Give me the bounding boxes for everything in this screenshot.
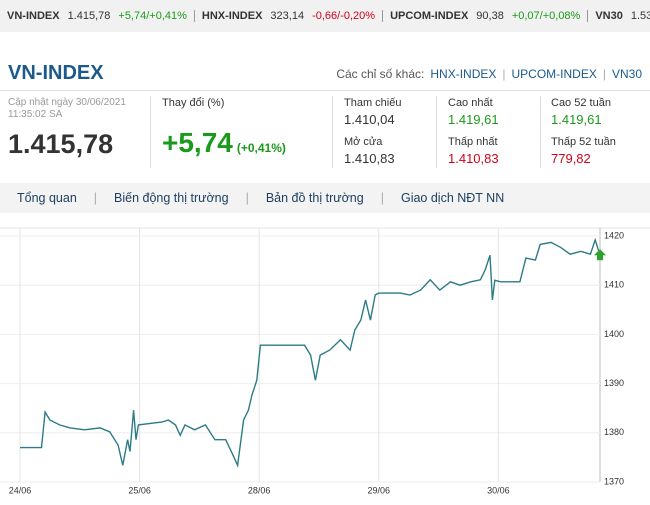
ticker-value: 1.415,78 xyxy=(67,10,111,22)
col-sep xyxy=(332,96,333,168)
x-tick-label: 30/06 xyxy=(487,485,510,495)
other-link[interactable]: UPCOM-INDEX xyxy=(511,67,597,81)
stat-label: Mở cửa xyxy=(344,136,383,148)
sep: | xyxy=(93,191,98,205)
stat-label: Cao 52 tuần xyxy=(551,97,611,109)
ticker-name: VN-INDEX xyxy=(7,10,60,22)
other-indices: Các chỉ số khác: HNX-INDEX | UPCOM-INDEX | V… xyxy=(336,67,642,81)
ticker-name: HNX-INDEX xyxy=(201,10,263,22)
y-tick-label: 1370 xyxy=(604,476,624,486)
tab[interactable]: Tổng quan xyxy=(17,191,77,205)
other-link[interactable]: VN30 xyxy=(611,67,642,81)
stat-value: 1.410,83 xyxy=(448,151,499,166)
y-tick-label: 1400 xyxy=(604,329,624,339)
sep: | xyxy=(602,67,606,81)
ticker-change: +5,74/+0,41% xyxy=(118,10,187,22)
last-arrow xyxy=(594,249,606,261)
updated: Cập nhật ngày 30/06/2021 xyxy=(8,97,126,108)
index-title: VN-INDEX xyxy=(8,62,104,84)
col-sep xyxy=(150,96,151,168)
stat-label: Thấp nhất xyxy=(448,136,498,148)
y-tick-label: 1380 xyxy=(604,427,624,437)
tab[interactable]: Biến động thị trường xyxy=(114,191,229,205)
tab[interactable]: Giao dịch NĐT NN xyxy=(400,191,505,205)
ticker-value: 90,38 xyxy=(476,10,504,22)
col-sep xyxy=(436,96,437,168)
y-tick-label: 1420 xyxy=(604,230,624,240)
y-tick-label: 1390 xyxy=(604,378,624,388)
ticker-item[interactable]: UPCOM-INDEX 90,38 +0,07/+0,08% xyxy=(383,10,589,22)
ticker-item[interactable]: VN-INDEX 1.415,78 +5,74/+0,41% xyxy=(0,10,195,22)
other-link[interactable]: HNX-INDEX xyxy=(430,67,497,81)
change: +5,74 xyxy=(162,127,233,158)
stat-value: 1.419,61 xyxy=(551,112,602,127)
sep: | xyxy=(245,191,249,205)
stat-label: Thấp 52 tuần xyxy=(551,136,616,148)
x-tick-label: 24/06 xyxy=(9,485,32,495)
stat-value: 1.419,61 xyxy=(448,112,499,127)
change-label: Thay đổi (%) xyxy=(162,97,225,109)
price-line xyxy=(20,237,601,468)
stat-value: 779,82 xyxy=(551,151,591,166)
col-sep xyxy=(540,96,541,168)
sep: | xyxy=(502,67,506,81)
updated-time: 11:35:02 SA xyxy=(8,109,63,120)
change-pct: (+0,41%) xyxy=(236,141,286,155)
ticker-name: UPCOM-INDEX xyxy=(390,10,469,22)
x-tick-label: 29/06 xyxy=(367,485,390,495)
ticker-item[interactable]: HNX-INDEX 323,14 -0,66/-0,20% xyxy=(195,10,384,22)
ticker-bar: VN-INDEX 1.415,78 +5,74/+0,41% HNX-INDEX 323… xyxy=(0,0,650,32)
sep: | xyxy=(380,191,384,205)
stat-label: Cao nhất xyxy=(448,97,493,109)
ticker-item[interactable]: VN30 1.535 xyxy=(588,10,650,22)
stat-value: 1.410,83 xyxy=(344,151,395,166)
ticker-value: 1.535 xyxy=(630,10,650,22)
change-box: +5,74 (+0,41%) xyxy=(162,127,286,159)
ticker-change: +0,07/+0,08% xyxy=(511,10,581,22)
y-tick-label: 1410 xyxy=(604,280,624,290)
other-label: Các chỉ số khác: xyxy=(336,67,425,81)
divider xyxy=(0,90,650,91)
x-tick-label: 25/06 xyxy=(128,485,151,495)
x-tick-label: 28/06 xyxy=(248,485,271,495)
stat-value: 1.410,04 xyxy=(344,112,395,127)
ticker-change: -0,66/-0,20% xyxy=(312,10,376,22)
ticker-value: 323,14 xyxy=(270,10,305,22)
ticker-name: VN30 xyxy=(595,10,623,22)
stat-label: Tham chiếu xyxy=(344,97,402,109)
price: 1.415,78 xyxy=(8,129,114,159)
tab[interactable]: Bản đồ thị trường xyxy=(265,191,364,205)
tab-bar: Tổng quan | Biến động thị trường | Bản đồ th… xyxy=(0,183,650,213)
